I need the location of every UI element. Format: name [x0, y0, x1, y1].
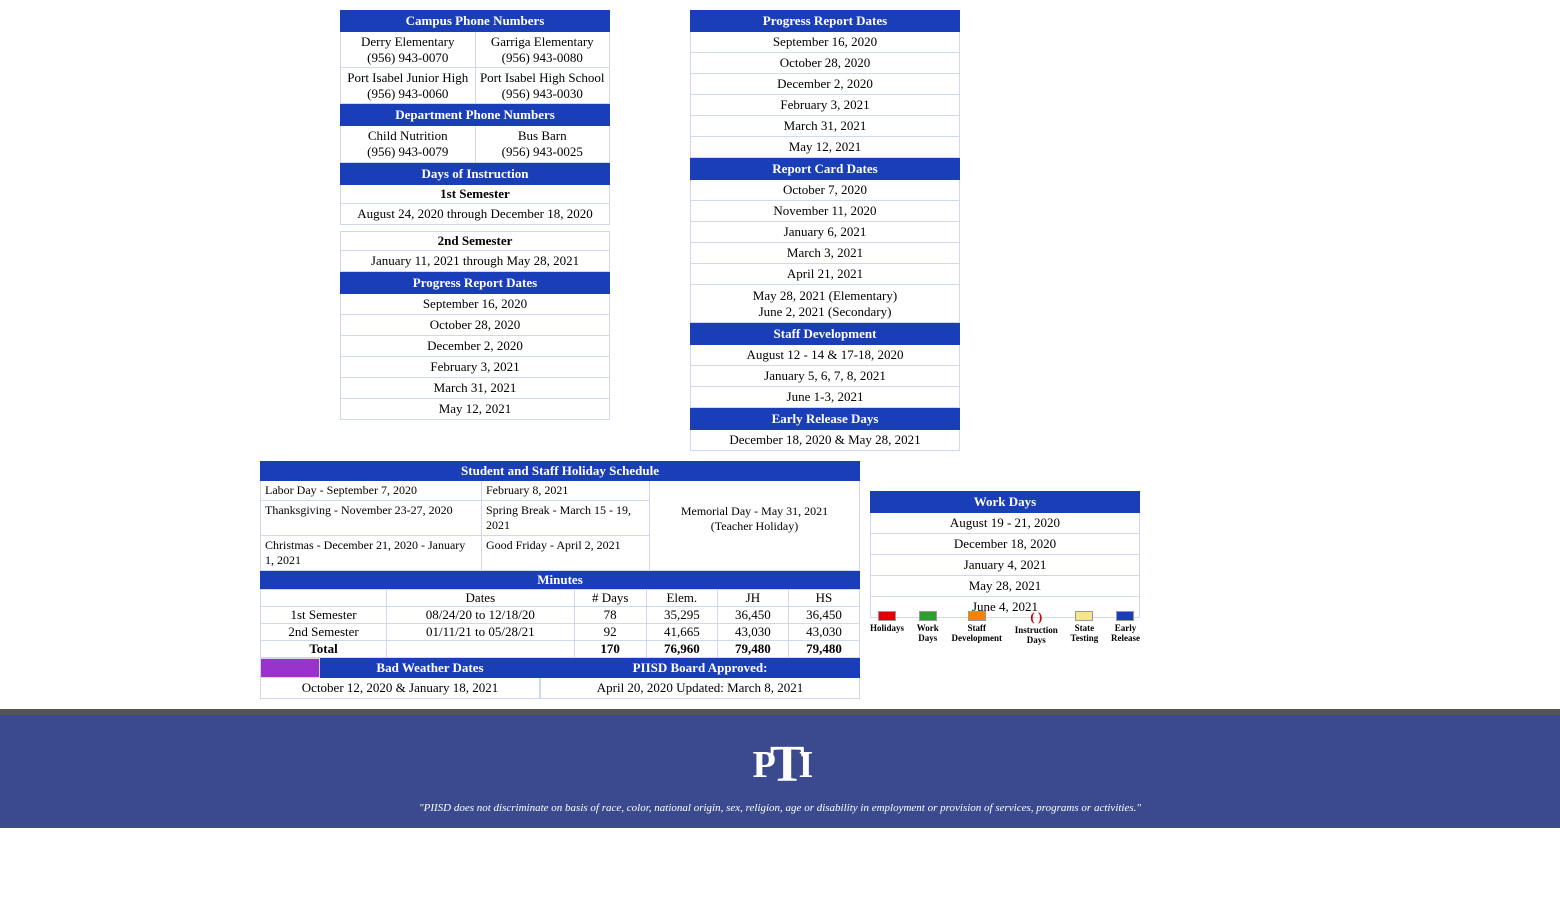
- bottom-section: Student and Staff Holiday Schedule Labor…: [0, 461, 1560, 699]
- list-item: March 31, 2021: [340, 378, 610, 399]
- legend-item: WorkDays: [917, 611, 939, 645]
- list-item: December 18, 2020: [870, 534, 1140, 555]
- sem2-range: January 11, 2021 through May 28, 2021: [340, 251, 610, 272]
- list-item: August 12 - 14 & 17-18, 2020: [690, 345, 960, 366]
- list-item: February 3, 2021: [340, 357, 610, 378]
- report-card-list: October 7, 2020November 11, 2020January …: [690, 180, 960, 285]
- bad-weather-value: October 12, 2020 & January 18, 2021: [260, 678, 540, 699]
- phone-pair-row: Derry Elementary(956) 943-0070Garriga El…: [340, 32, 610, 68]
- report-card-last: May 28, 2021 (Elementary) June 2, 2021 (…: [690, 285, 960, 323]
- holiday-col1: Labor Day - September 7, 2020: [260, 481, 482, 501]
- progress-right-list: September 16, 2020October 28, 2020Decemb…: [690, 32, 960, 158]
- legend-item: StateTesting: [1071, 611, 1099, 645]
- workdays-list: August 19 - 21, 2020December 18, 2020Jan…: [870, 513, 1140, 618]
- phone-pair-row: Port Isabel Junior High(956) 943-0060Por…: [340, 68, 610, 104]
- legend-item: InstructionDays: [1015, 611, 1058, 645]
- left-column: Campus Phone Numbers Derry Elementary(95…: [340, 10, 610, 451]
- workdays-box: Work Days August 19 - 21, 2020December 1…: [870, 491, 1140, 618]
- legend-item: EarlyRelease: [1111, 611, 1140, 645]
- list-item: August 19 - 21, 2020: [870, 513, 1140, 534]
- early-release-list: December 18, 2020 & May 28, 2021: [690, 430, 960, 451]
- list-item: May 12, 2021: [690, 137, 960, 158]
- workdays-header: Work Days: [870, 491, 1140, 513]
- board-approved-value: April 20, 2020 Updated: March 8, 2021: [540, 678, 860, 699]
- footer-band: PTI "PIISD does not discriminate on basi…: [0, 715, 1560, 828]
- list-item: February 3, 2021: [690, 95, 960, 116]
- list-item: May 28, 2021: [870, 576, 1140, 597]
- holiday-header: Student and Staff Holiday Schedule: [260, 461, 860, 481]
- list-item: December 2, 2020: [340, 336, 610, 357]
- list-item: January 6, 2021: [690, 222, 960, 243]
- list-item: September 16, 2020: [690, 32, 960, 53]
- minutes-header: Minutes: [260, 571, 860, 589]
- list-item: March 3, 2021: [690, 243, 960, 264]
- dept-phone-rows: Child Nutrition(956) 943-0079Bus Barn(95…: [340, 126, 610, 162]
- legend-item: Holidays: [870, 611, 904, 645]
- list-item: October 28, 2020: [690, 53, 960, 74]
- board-approved-header: PIISD Board Approved:: [540, 658, 860, 678]
- staff-dev-header: Staff Development: [690, 323, 960, 345]
- progress-right-header: Progress Report Dates: [690, 10, 960, 32]
- report-card-header: Report Card Dates: [690, 158, 960, 180]
- legend-item: StaffDevelopment: [952, 611, 1003, 645]
- list-item: April 21, 2021: [690, 264, 960, 285]
- days-instruction-header: Days of Instruction: [340, 163, 610, 185]
- campus-phone-header: Campus Phone Numbers: [340, 10, 610, 32]
- progress-left-list: September 16, 2020October 28, 2020Decemb…: [340, 294, 610, 420]
- list-item: September 16, 2020: [340, 294, 610, 315]
- holiday-grid: Labor Day - September 7, 2020 February 8…: [260, 481, 860, 501]
- sem1-label: 1st Semester: [340, 185, 610, 204]
- bad-weather-header: Bad Weather Dates: [320, 658, 540, 678]
- staff-dev-list: August 12 - 14 & 17-18, 2020January 5, 6…: [690, 345, 960, 408]
- list-item: October 28, 2020: [340, 315, 610, 336]
- legend: Holidays WorkDays StaffDevelopment Instruct…: [870, 611, 1140, 645]
- list-item: March 31, 2021: [690, 116, 960, 137]
- holiday-col2: February 8, 2021: [482, 481, 650, 501]
- minutes-table: Dates # Days Elem. JH HS 1st Semester 08…: [260, 589, 860, 658]
- list-item: May 12, 2021: [340, 399, 610, 420]
- list-item: January 4, 2021: [870, 555, 1140, 576]
- sem2-label: 2nd Semester: [340, 231, 610, 251]
- list-item: November 11, 2020: [690, 201, 960, 222]
- early-release-header: Early Release Days: [690, 408, 960, 430]
- dept-phone-header: Department Phone Numbers: [340, 104, 610, 126]
- list-item: December 18, 2020 & May 28, 2021: [690, 430, 960, 451]
- logo: PTI: [753, 735, 808, 794]
- list-item: June 1-3, 2021: [690, 387, 960, 408]
- phone-pair-row: Child Nutrition(956) 943-0079Bus Barn(95…: [340, 126, 610, 162]
- bad-weather-swatch: [260, 658, 320, 678]
- progress-left-header: Progress Report Dates: [340, 272, 610, 294]
- disclaimer: "PIISD does not discriminate on basis of…: [0, 802, 1560, 814]
- list-item: January 5, 6, 7, 8, 2021: [690, 366, 960, 387]
- sem1-range: August 24, 2020 through December 18, 202…: [340, 204, 610, 225]
- list-item: October 7, 2020: [690, 180, 960, 201]
- list-item: December 2, 2020: [690, 74, 960, 95]
- campus-phone-rows: Derry Elementary(956) 943-0070Garriga El…: [340, 32, 610, 104]
- right-column: Progress Report Dates September 16, 2020…: [690, 10, 960, 451]
- minutes-col-row: Dates # Days Elem. JH HS: [261, 590, 860, 607]
